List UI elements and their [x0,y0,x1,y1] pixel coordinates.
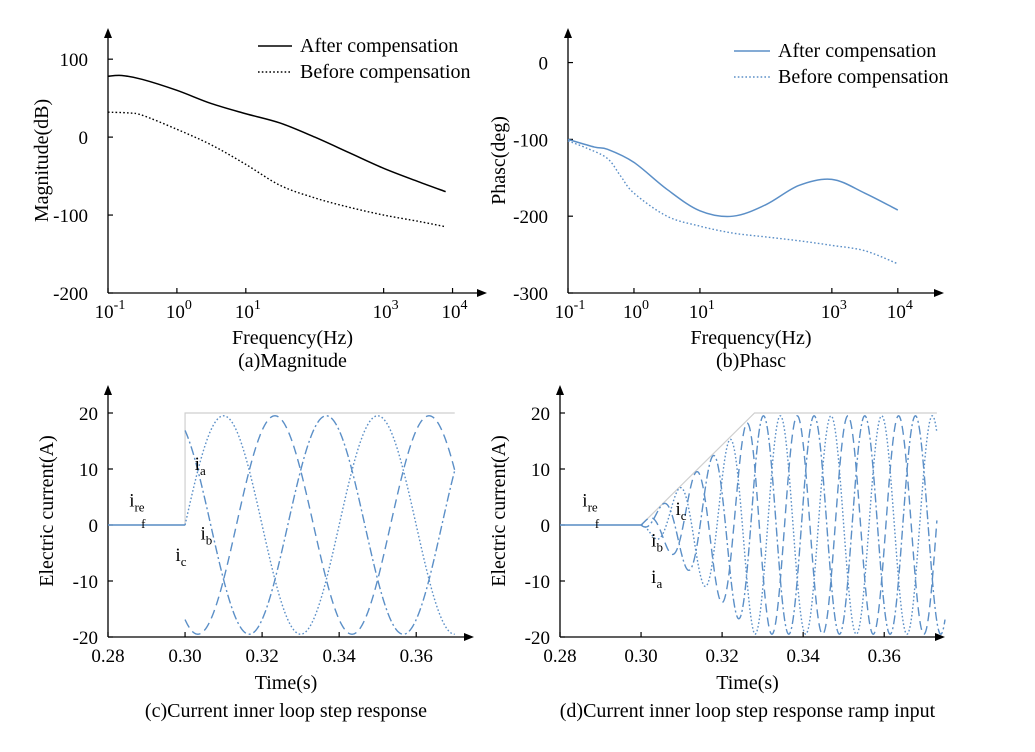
annotation-subscript: re [588,500,598,515]
y-axis-label: Electric current(A) [36,435,58,587]
series-i-ref [560,412,937,526]
x-tick-label: 104 [887,298,913,323]
x-axis-label: Frequency(Hz) [690,327,811,349]
x-axis-arrow-icon [477,289,487,297]
series-i-a [184,415,455,635]
annotation-label: ire [582,491,598,515]
annotation-label: ia [651,567,662,591]
y-tick-label: -300 [513,284,548,305]
annotation-subscript: b [656,539,663,554]
x-tick-label: 0.30 [168,646,201,667]
annotation-label: ire [129,491,145,515]
series-i-c [184,415,456,635]
x-axis-arrow-icon [935,633,945,641]
annotation-subscript: f [595,516,600,531]
x-axis-arrow-icon [934,289,944,297]
panel-b: 10-1 100 101 103 104 0 -100 -200 -300 Frequency(H… [488,28,949,372]
y-axis-arrow-icon [564,28,572,38]
annotation-subscript: c [681,508,687,523]
x-axis-label: Time(s) [716,672,779,694]
x-tick-label: 0.32 [705,646,738,667]
y-tick-label: 20 [531,404,550,425]
annotation-subscript: a [656,576,662,591]
x-tick-label: 0.28 [91,646,124,667]
y-tick-label: -200 [513,207,548,228]
annotation-label: f [141,516,146,531]
y-axis-label: Magnitude(dB) [31,99,53,222]
panel-a: 10-1 100 101 103 104 100 0 -100 -200 Frequency(Hz… [31,28,487,372]
panel-caption: (a)Magnitude [238,350,347,372]
y-tick-label: 20 [79,404,98,425]
annotation-label: ib [200,524,212,548]
y-tick-label: -100 [53,206,88,227]
y-tick-label: -10 [525,572,550,593]
panel-c: 0.28 0.30 0.32 0.34 0.36 20 10 0 -10 -20 Time(s) El… [36,385,474,722]
x-tick-label: 10-1 [555,298,586,323]
x-tick-label: 0.34 [323,646,357,667]
x-tick-label: 0.30 [624,646,657,667]
annotation-label: ic [676,499,687,523]
annotation-label: ib [651,530,663,554]
y-tick-label: 0 [79,128,89,149]
x-tick-label: 103 [821,298,847,323]
series-after-compensation [567,138,899,218]
annotation-subscript: a [200,463,206,478]
y-tick-label: -10 [73,572,98,593]
x-tick-label: 101 [689,298,715,323]
annotation-subscript: re [134,500,144,515]
y-tick-label: 100 [60,50,89,71]
y-tick-label: 0 [539,54,549,75]
series-i-ref [108,412,455,526]
y-axis-arrow-icon [556,385,564,395]
series-before-compensation [567,140,899,265]
series-i-c [640,415,946,635]
y-tick-label: -20 [525,628,550,649]
x-tick-label: 104 [442,298,468,323]
annotation-subscript: c [181,554,187,569]
y-axis-label: Phasc(deg) [488,116,510,205]
legend-label: After compensation [778,40,936,62]
y-tick-label: 10 [79,460,98,481]
annotation-subscript: f [141,516,146,531]
legend-label: Before compensation [778,66,949,88]
panel-caption: (d)Current inner loop step response ramp… [560,700,936,722]
x-tick-label: 0.36 [400,646,433,667]
y-tick-label: -100 [513,130,548,151]
y-tick-label: 0 [89,516,99,537]
series-i-b [184,415,456,635]
x-tick-label: 101 [235,298,261,323]
x-axis-label: Frequency(Hz) [232,327,353,349]
legend-label: After compensation [300,35,458,57]
panel-caption: (b)Phasc [716,350,786,372]
x-axis-label: Time(s) [255,672,318,694]
series-before-compensation [107,111,446,228]
y-tick-label: 10 [531,460,550,481]
y-tick-label: -200 [53,284,88,305]
x-tick-label: 0.28 [543,646,576,667]
series-i-b [640,415,938,635]
y-tick-label: 0 [541,516,551,537]
panel-caption: (c)Current inner loop step response [145,700,427,722]
annotation-label: ia [195,454,206,478]
x-tick-label: 103 [373,298,399,323]
annotation-subscript: b [206,533,213,548]
y-axis-arrow-icon [104,385,112,395]
annotation-label: f [595,516,600,531]
x-tick-label: 100 [623,298,649,323]
series-i-a [641,415,938,635]
y-axis-label: Electric current(A) [488,435,510,587]
series-after-compensation [107,74,446,193]
x-tick-label: 100 [166,298,192,323]
annotation-label: ic [175,545,186,569]
y-tick-label: -20 [73,628,98,649]
panel-d: 0.28 0.30 0.32 0.34 0.36 20 10 0 -10 -20 Time(s) El… [488,385,946,722]
x-tick-label: 10-1 [95,298,126,323]
legend-label: Before compensation [300,61,471,83]
y-axis-arrow-icon [104,28,112,38]
x-tick-label: 0.32 [245,646,278,667]
x-axis-arrow-icon [464,633,474,641]
x-tick-label: 0.36 [868,646,901,667]
x-tick-label: 0.34 [787,646,821,667]
